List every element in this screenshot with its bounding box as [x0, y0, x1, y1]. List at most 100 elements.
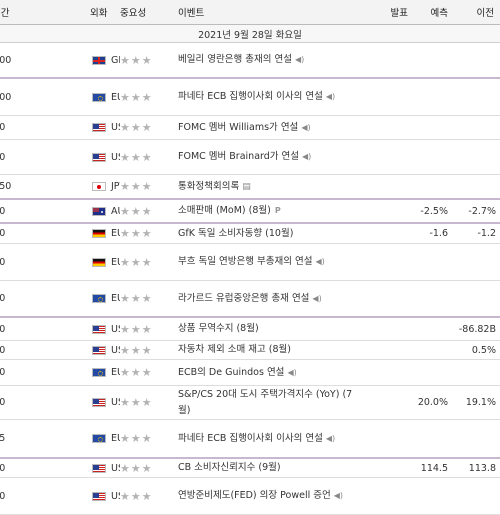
event-name[interactable]: 자동차 제외 소매 재고 (8월)	[178, 344, 291, 355]
event-row[interactable]: :30USD★★★자동차 제외 소매 재고 (8월)0.5%	[0, 340, 500, 360]
event-previous	[454, 243, 500, 281]
event-name[interactable]: FOMC 멤버 Williams가 연설	[178, 121, 299, 133]
importance-stars: ★★★	[120, 458, 178, 478]
event-name[interactable]: FOMC 멤버 Brainard가 연설	[178, 151, 300, 162]
document-icon[interactable]: ▤	[242, 181, 251, 192]
event-time: :00	[0, 385, 46, 420]
importance-column-header[interactable]: 중요성	[120, 0, 178, 25]
currency-code: JPY	[111, 181, 120, 192]
previous-column-header[interactable]: 이전	[454, 0, 500, 25]
event-name-cell[interactable]: GfK 독일 소비자동향 (10월)	[178, 223, 364, 244]
star-icon: ★	[120, 343, 131, 357]
event-name-cell[interactable]: S&P/CS 20대 도시 주택가격지수 (YoY) (7월)	[178, 385, 364, 420]
event-row[interactable]: :30EUR★★★ECB의 De Guindos 연설◀)	[0, 359, 500, 386]
event-name[interactable]: 라가르드 유럽중앙은행 총재 연설	[178, 292, 310, 304]
event-name-cell[interactable]: 상품 무역수지 (8월)	[178, 317, 364, 341]
event-time: :00	[0, 458, 46, 478]
event-row[interactable]: 3:00GBP★★★베일리 영란은행 총재의 연설◀)	[0, 42, 500, 79]
event-name[interactable]: GfK 독일 소비자동향 (10월)	[178, 227, 294, 239]
speaker-icon[interactable]: ◀)	[315, 257, 325, 266]
event-name-cell[interactable]: 파네타 ECB 집행이사회 이사의 연설 ◀)	[178, 419, 364, 459]
speaker-icon[interactable]: ◀)	[301, 122, 311, 132]
event-name[interactable]: 통화정책회의록	[178, 180, 240, 192]
event-row[interactable]: :30EUR★★★라가르드 유럽중앙은행 총재 연설◀)	[0, 280, 500, 318]
event-row[interactable]: :30EUR★★★부흐 독일 연방은행 부총재의 연설◀)	[0, 243, 500, 281]
event-row[interactable]: :00EUR★★★GfK 독일 소비자동향 (10월)-1.6-1.2	[0, 223, 500, 244]
star-icon: ★	[141, 343, 153, 357]
event-name[interactable]: S&P/CS 20대 도시 주택가격지수 (YoY) (7월)	[178, 388, 353, 416]
germany-flag-icon	[92, 229, 106, 238]
event-name-cell[interactable]: CB 소비자신뢰지수 (9월)	[178, 458, 364, 478]
event-row[interactable]: :30USD★★★상품 무역수지 (8월)-86.82B	[0, 317, 500, 341]
speaker-icon[interactable]: ◀)	[287, 367, 297, 377]
event-name-cell[interactable]: 소매판매 (MoM) (8월) P	[178, 199, 364, 224]
event-name-cell[interactable]: 베일리 영란은행 총재의 연설 ◀)	[178, 42, 364, 79]
currency-code: USD	[111, 122, 120, 133]
star-icon: ★	[130, 204, 142, 218]
event-actual	[364, 385, 414, 420]
speaker-icon[interactable]: ◀)	[302, 152, 312, 161]
currency-code: AUD	[111, 205, 120, 217]
event-currency: EUR	[46, 419, 120, 459]
event-name[interactable]: 파네타 ECB 집행이사회 이사의 연설	[178, 91, 323, 102]
event-name[interactable]: 소매판매 (MoM) (8월)	[178, 205, 271, 216]
event-column-header[interactable]: 이벤트	[178, 0, 364, 25]
event-row[interactable]: :00USD★★★S&P/CS 20대 도시 주택가격지수 (YoY) (7월)…	[0, 385, 500, 420]
event-name[interactable]: 상품 무역수지 (8월)	[178, 323, 259, 334]
event-name-cell[interactable]: FOMC 멤버 Brainard가 연설 ◀)	[178, 139, 364, 175]
currency-column-header[interactable]: 외화	[46, 0, 120, 25]
event-row[interactable]: :45EUR★★★파네타 ECB 집행이사회 이사의 연설◀)	[0, 419, 500, 459]
event-time: :00	[0, 223, 46, 244]
event-name[interactable]: ECB의 De Guindos 연설	[178, 366, 285, 378]
speaker-icon[interactable]: ◀)	[333, 491, 344, 500]
preliminary-icon: P	[274, 206, 281, 215]
event-name-cell[interactable]: 라가르드 유럽중앙은행 총재 연설 ◀)	[178, 280, 364, 318]
speaker-icon[interactable]: ◀)	[325, 433, 336, 443]
event-previous	[454, 174, 500, 200]
us-flag-icon	[92, 345, 106, 355]
event-currency: EUR	[46, 359, 120, 386]
event-row[interactable]: 3:00EUR★★★파네타 ECB 집행이사회 이사의 연설◀)	[0, 78, 500, 116]
star-icon: ★	[141, 90, 153, 104]
importance-stars: ★★★	[120, 419, 178, 459]
actual-column-header[interactable]: 발표	[364, 0, 414, 25]
event-name-cell[interactable]: 파네타 ECB 집행이사회 이사의 연설 ◀)	[178, 78, 364, 116]
event-actual	[364, 458, 414, 478]
star-icon: ★	[141, 255, 153, 269]
event-name-cell[interactable]: 통화정책회의록 ▤	[178, 174, 364, 200]
event-actual	[364, 199, 414, 224]
event-row[interactable]: :00USD★★★연방준비제도(FED) 의장 Powell 증언◀)	[0, 477, 500, 515]
event-name[interactable]: 베일리 영란은행 총재의 연설	[178, 54, 292, 65]
event-name[interactable]: 파네타 ECB 집행이사회 이사의 연설	[178, 432, 323, 444]
star-icon: ★	[120, 150, 131, 164]
event-currency: USD	[46, 458, 120, 478]
speaker-icon[interactable]: ◀)	[294, 55, 305, 64]
event-name[interactable]: 부흐 독일 연방은행 부총재의 연설	[178, 256, 313, 267]
event-name[interactable]: CB 소비자신뢰지수 (9월)	[178, 462, 281, 473]
currency-code: USD	[111, 462, 120, 474]
event-name-cell[interactable]: 자동차 제외 소매 재고 (8월)	[178, 340, 364, 360]
event-name-cell[interactable]: ECB의 De Guindos 연설 ◀)	[178, 359, 364, 386]
event-forecast: -1.6	[414, 223, 454, 244]
event-name-cell[interactable]: FOMC 멤버 Williams가 연설 ◀)	[178, 115, 364, 140]
speaker-icon[interactable]: ◀)	[312, 293, 322, 303]
event-forecast	[414, 477, 454, 515]
event-name[interactable]: 연방준비제도(FED) 의장 Powell 증언	[178, 490, 331, 501]
us-flag-icon	[92, 398, 106, 407]
event-name-cell[interactable]: 연방준비제도(FED) 의장 Powell 증언 ◀)	[178, 477, 364, 515]
time-column-header[interactable]: 시간	[0, 0, 46, 25]
forecast-column-header[interactable]: 예측	[414, 0, 454, 25]
event-time: :30	[0, 280, 46, 318]
event-row[interactable]: 3:50JPY★★★통화정책회의록▤	[0, 174, 500, 200]
event-forecast	[414, 42, 454, 79]
header-row: 시간 외화 중요성 이벤트 발표 예측 이전	[0, 0, 500, 25]
event-row[interactable]: :50USD★★★FOMC 멤버 Brainard가 연설◀)	[0, 139, 500, 175]
event-row[interactable]: :30AUD★★★소매판매 (MoM) (8월)P-2.5%-2.7%	[0, 199, 500, 224]
event-row[interactable]: :00USD★★★FOMC 멤버 Williams가 연설◀)	[0, 115, 500, 140]
currency-code: EUR	[111, 367, 120, 378]
star-icon: ★	[141, 461, 153, 475]
speaker-icon[interactable]: ◀)	[325, 92, 336, 101]
event-actual	[364, 174, 414, 200]
event-name-cell[interactable]: 부흐 독일 연방은행 부총재의 연설 ◀)	[178, 243, 364, 281]
